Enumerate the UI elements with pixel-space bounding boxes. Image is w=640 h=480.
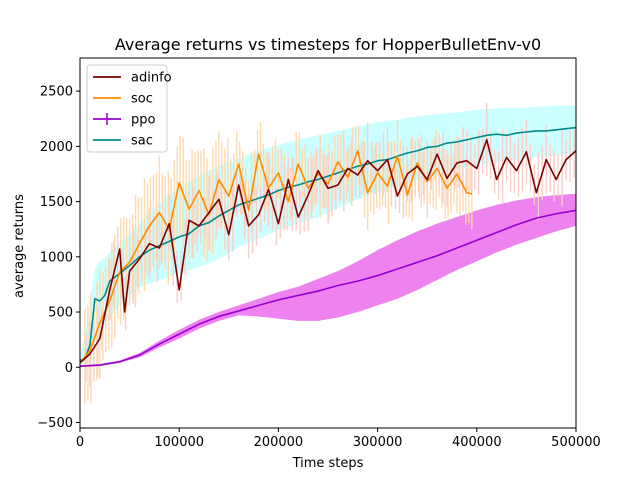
legend-label-adinfo: adinfo [131, 71, 172, 86]
x-tick-label: 300000 [353, 435, 403, 450]
soc-series-line [80, 149, 473, 364]
y-tick-label: 1000 [40, 250, 73, 265]
legend-label-ppo: ppo [131, 113, 156, 128]
ppo-series-line [80, 209, 576, 367]
x-axis-label: Time steps [292, 456, 364, 471]
x-tick-label: 0 [76, 435, 84, 450]
adinfo-series-line [80, 138, 576, 364]
legend-label-soc: soc [131, 92, 153, 107]
y-tick-label: 1500 [40, 195, 73, 210]
chart-title: Average returns vs timesteps for HopperB… [115, 35, 541, 54]
y-axis-label: average returns [12, 194, 27, 298]
x-tick-label: 500000 [551, 435, 601, 450]
y-tick-label: −500 [37, 416, 73, 431]
x-tick-label: 400000 [452, 435, 502, 450]
legend: adinfo soc ppo sac [86, 64, 172, 153]
x-tick-label: 100000 [154, 435, 204, 450]
y-tick-label: 0 [65, 361, 73, 376]
y-tick-label: 500 [48, 306, 73, 321]
plot-inner [80, 102, 576, 405]
legend-label-sac: sac [131, 134, 153, 149]
plot-area: 0 100000 200000 300000 400000 500000−50005001… [37, 57, 601, 450]
ppo-std-band [80, 193, 576, 368]
legend-box [86, 64, 168, 153]
y-tick-label: 2500 [40, 85, 73, 100]
x-tick-label: 200000 [254, 435, 304, 450]
y-tick-label: 2000 [40, 140, 73, 155]
axes-frame [79, 57, 577, 429]
